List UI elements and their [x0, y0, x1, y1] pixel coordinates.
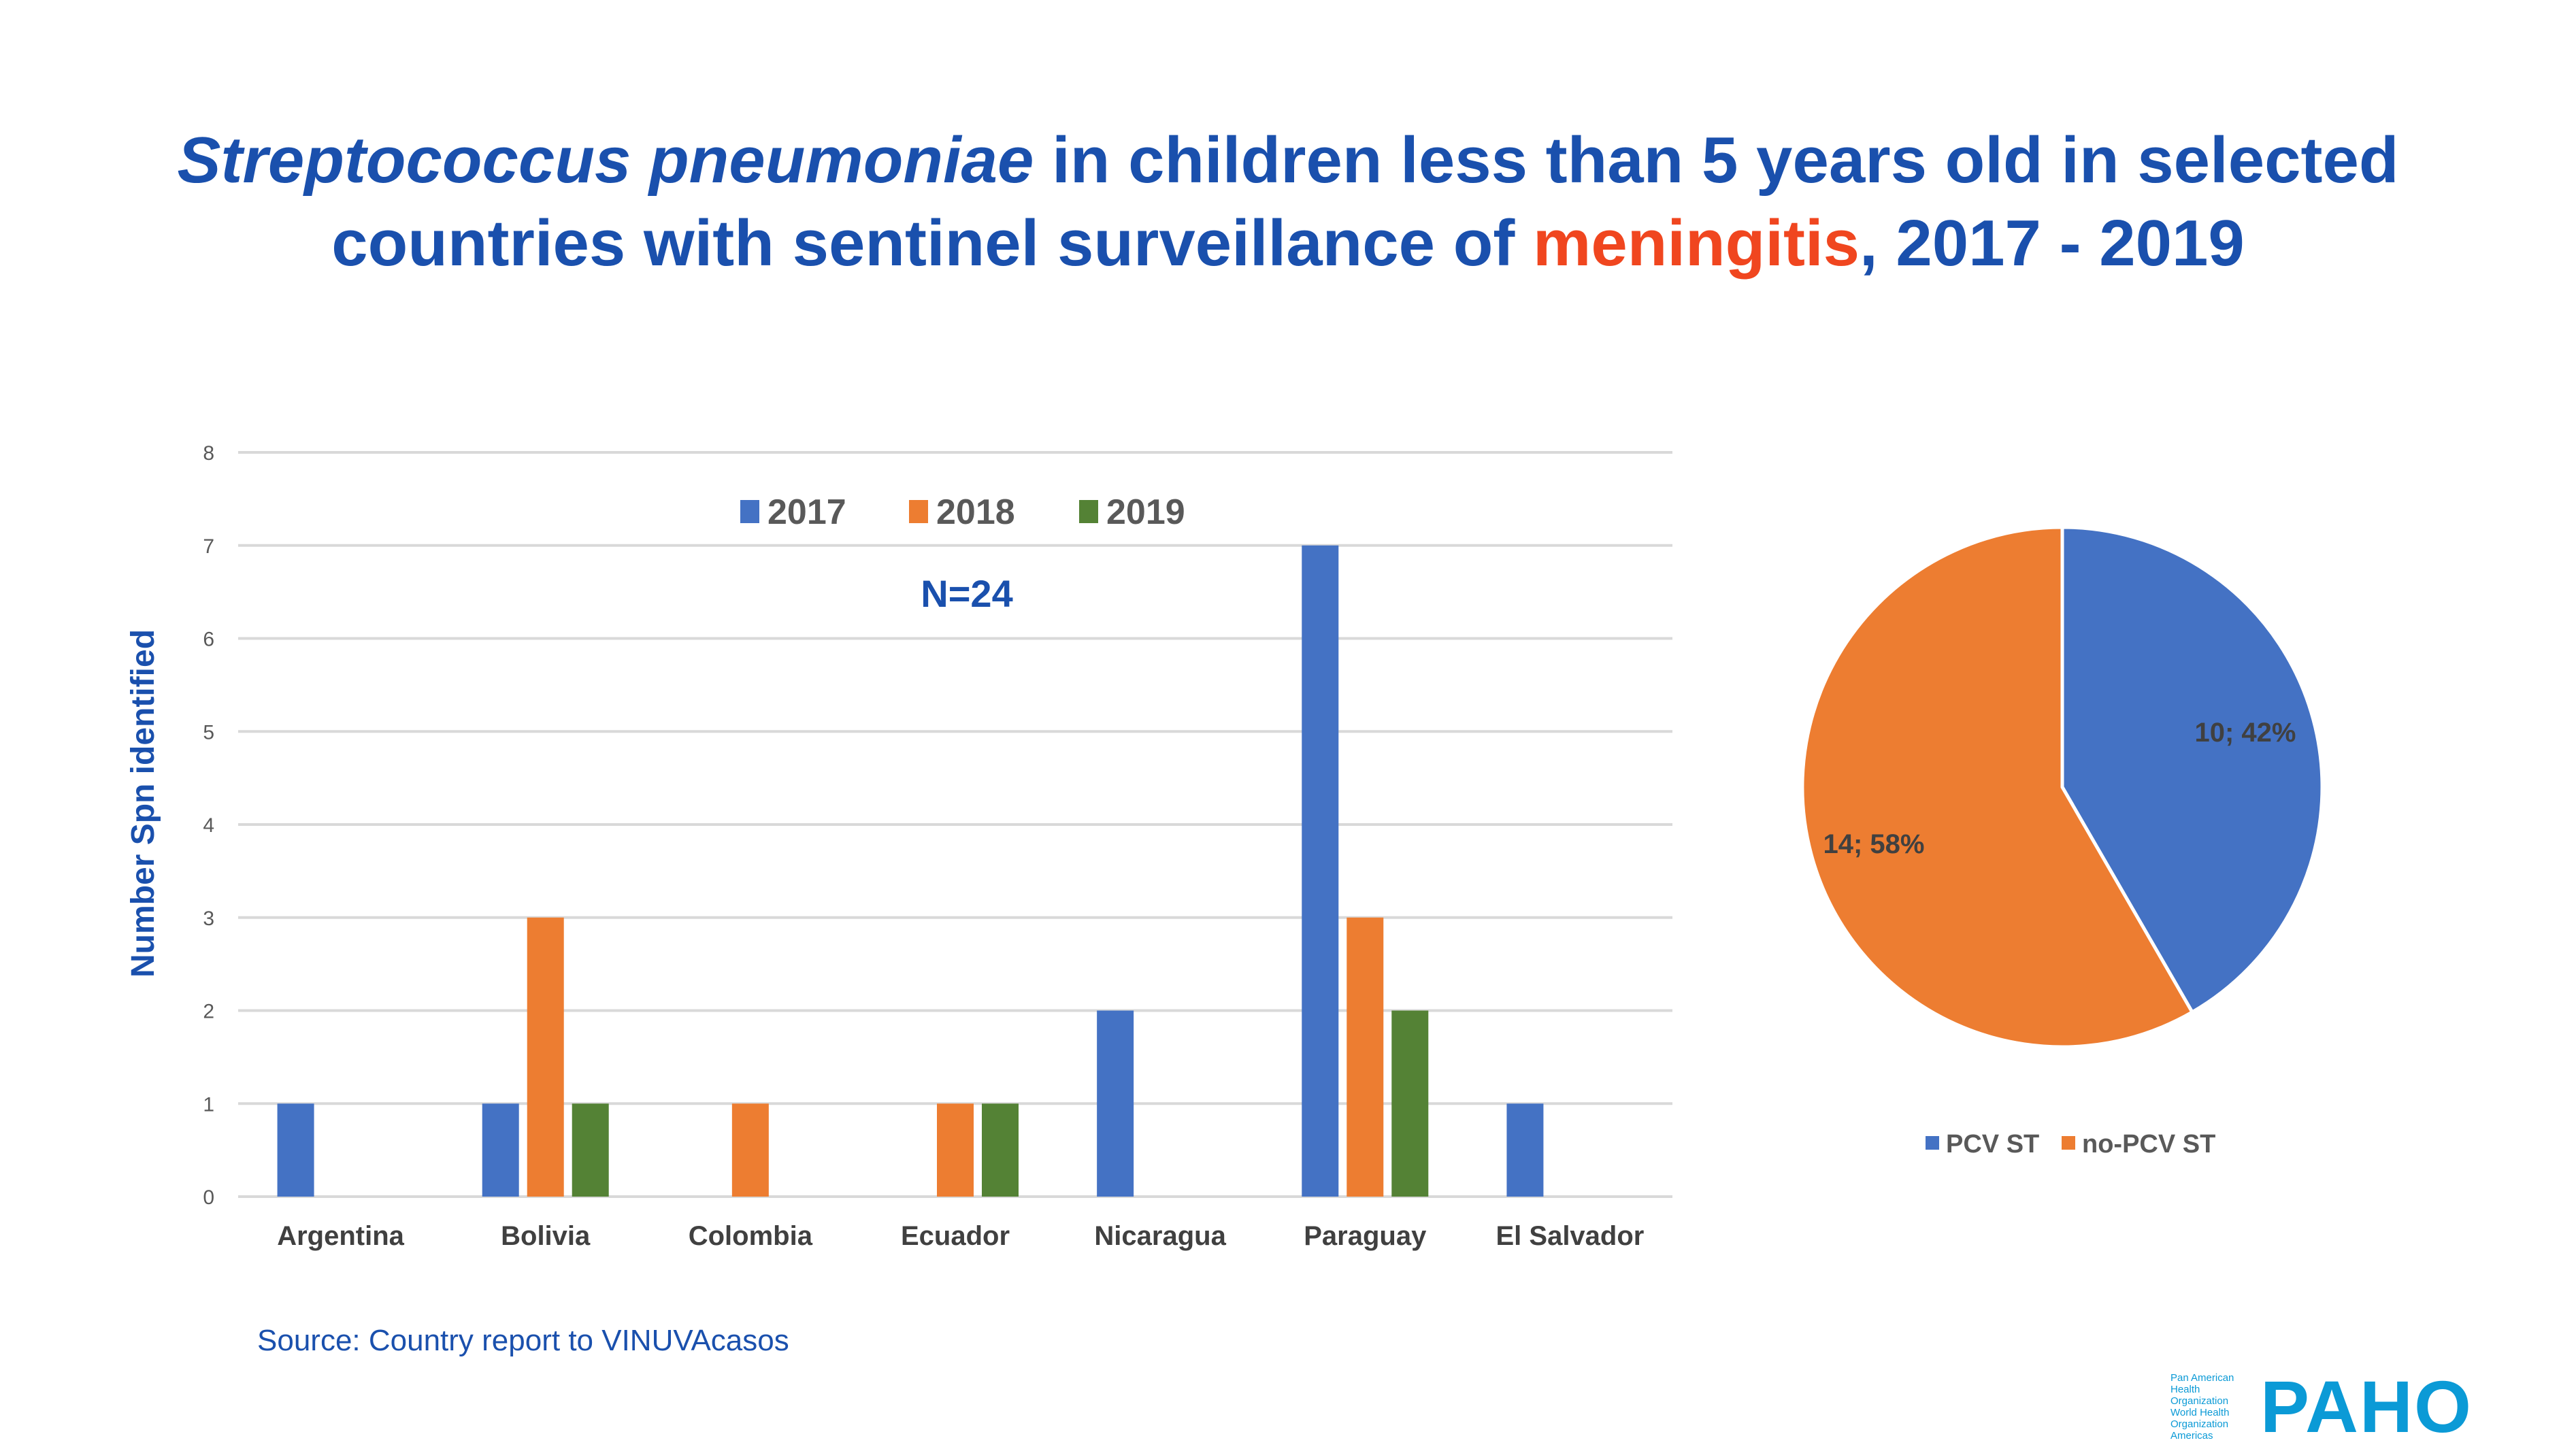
bar-2017-paraguay [1302, 545, 1339, 1197]
logo-org-text: Pan American Health Organization World H… [2170, 1372, 2245, 1442]
y-tick-label: 8 [203, 442, 214, 465]
pie-legend-label: PCV ST [1946, 1130, 2039, 1159]
pie-legend-label: no-PCV ST [2082, 1130, 2215, 1159]
x-tick-label: El Salvador [1496, 1221, 1644, 1251]
bar-2017-bolivia [482, 1103, 519, 1197]
y-tick-label: 4 [203, 814, 214, 837]
legend-swatch-2017 [740, 500, 759, 523]
title-part2: countries with sentinel surveillance of [331, 207, 1533, 280]
title-part1: in children less than 5 years old in sel… [1034, 124, 2399, 197]
y-tick-label: 3 [203, 907, 214, 930]
y-axis-label: Number Spn identified [125, 629, 161, 978]
y-tick-label: 0 [203, 1186, 214, 1209]
bar-2019-bolivia [572, 1103, 609, 1197]
pie-legend-swatch [2062, 1136, 2075, 1150]
pie-data-label: 14; 58% [1823, 829, 1925, 859]
title-italic: Streptococcus pneumoniae [177, 124, 1034, 197]
source-note: Source: Country report to VINUVAcasos [257, 1324, 789, 1357]
bar-2017-nicaragua [1097, 1010, 1134, 1197]
slide-title: Streptococcus pneumoniae in children les… [0, 119, 2576, 285]
pie-data-label: 10; 42% [2195, 718, 2296, 748]
x-tick-label: Colombia [689, 1221, 813, 1251]
legend-swatch-2018 [909, 500, 928, 523]
y-tick-label: 2 [203, 1001, 214, 1023]
n-annotation: N=24 [921, 572, 1012, 615]
pie-slice-pcv-st [2060, 525, 2324, 1015]
bar-2019-paraguay [1391, 1010, 1429, 1197]
x-tick-label: Nicaragua [1094, 1221, 1226, 1251]
legend-label-2018: 2018 [936, 493, 1015, 532]
x-tick-label: Ecuador [901, 1221, 1010, 1251]
pie-legend-swatch [1926, 1136, 1939, 1150]
title-part3: , 2017 - 2019 [1860, 207, 2245, 280]
y-tick-label: 7 [203, 535, 214, 558]
x-tick-label: Paraguay [1304, 1221, 1427, 1251]
bar-2018-ecuador [937, 1103, 974, 1197]
title-highlight: meningitis [1532, 207, 1860, 280]
bar-2017-el-salvador [1506, 1103, 1544, 1197]
bar-2019-ecuador [982, 1103, 1019, 1197]
legend-label-2019: 2019 [1106, 493, 1185, 532]
bar-2018-paraguay [1347, 917, 1384, 1197]
logo-org1: Pan American Health Organization [2170, 1371, 2234, 1407]
logo-acronym: PAHO [2260, 1365, 2473, 1448]
logo-region: Americas [2170, 1429, 2213, 1442]
y-tick-label: 5 [203, 721, 214, 744]
x-tick-label: Bolivia [501, 1221, 591, 1251]
paho-logo: Pan American Health Organization World H… [2170, 1364, 2473, 1449]
y-tick-label: 6 [203, 629, 214, 651]
bar-2017-argentina [277, 1103, 314, 1197]
legend-swatch-2019 [1079, 500, 1098, 523]
pie-slice-no-pcv-st [1800, 525, 2195, 1049]
x-tick-label: Argentina [277, 1221, 404, 1251]
bar-2018-bolivia [527, 917, 564, 1197]
logo-org2: World Health Organization [2170, 1406, 2230, 1430]
bar-2018-colombia [731, 1103, 769, 1197]
y-tick-label: 1 [203, 1093, 214, 1116]
legend-label-2017: 2017 [767, 493, 846, 532]
